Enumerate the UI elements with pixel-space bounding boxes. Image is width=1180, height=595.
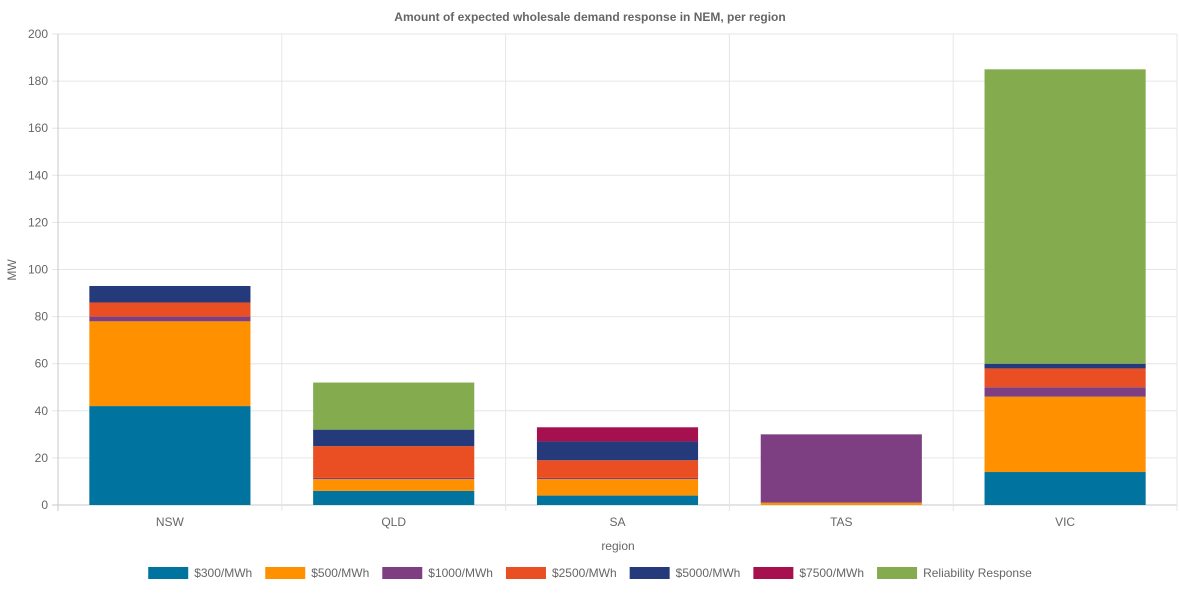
legend-item[interactable]: Reliability Response: [877, 566, 1032, 580]
legend-swatch: [629, 567, 670, 579]
legend-swatch: [382, 567, 423, 579]
x-tick-label: TAS: [830, 515, 852, 529]
y-tick-label: 140: [28, 168, 48, 182]
legend-label: $2500/MWh: [552, 566, 617, 580]
chart-title: Amount of expected wholesale demand resp…: [394, 10, 785, 24]
y-tick-label: 60: [35, 357, 49, 371]
x-tick-label: QLD: [381, 515, 406, 529]
y-axis-title: MW: [5, 259, 19, 281]
x-tick-label: NSW: [156, 515, 185, 529]
bar-segment[interactable]: [89, 321, 251, 407]
bar-segment[interactable]: [760, 434, 922, 503]
legend[interactable]: $300/MWh $500/MWh $1000/MWh $2500/MWh $5000/…: [148, 566, 1032, 580]
legend-item[interactable]: $300/MWh: [148, 566, 252, 580]
legend-item[interactable]: $1000/MWh: [382, 566, 493, 580]
bar-segment[interactable]: [89, 316, 251, 322]
y-tick-label: 120: [28, 215, 48, 229]
bar-segment[interactable]: [536, 479, 699, 496]
bar-segment[interactable]: [313, 382, 475, 430]
y-tick-label: 180: [28, 74, 48, 88]
bar-segment[interactable]: [89, 285, 251, 303]
bar-segment[interactable]: [536, 441, 699, 461]
y-tick-label: 0: [41, 498, 48, 512]
y-tick-label: 20: [35, 451, 49, 465]
y-tick-label: 40: [35, 404, 49, 418]
legend-label: $7500/MWh: [799, 566, 864, 580]
bar-segment[interactable]: [984, 387, 1146, 397]
bar-segment[interactable]: [984, 396, 1146, 473]
legend-label: $1000/MWh: [428, 566, 493, 580]
legend-item[interactable]: $500/MWh: [265, 566, 369, 580]
bar-segment[interactable]: [313, 490, 475, 505]
x-tick-label: SA: [609, 515, 625, 529]
x-axis-title: region: [601, 539, 634, 553]
legend-swatch: [148, 567, 189, 579]
bars: [89, 69, 1146, 505]
bar-segment[interactable]: [984, 472, 1146, 505]
y-tick-label: 80: [35, 310, 49, 324]
legend-label: $300/MWh: [194, 566, 252, 580]
legend-label: $5000/MWh: [676, 566, 741, 580]
legend-item[interactable]: $2500/MWh: [505, 566, 617, 580]
bar-segment[interactable]: [313, 477, 475, 480]
legend-swatch: [505, 567, 546, 579]
x-tick-label: VIC: [1055, 515, 1075, 529]
bar-segment[interactable]: [313, 446, 475, 478]
bar-segment[interactable]: [89, 406, 251, 505]
bar-segment[interactable]: [760, 502, 922, 505]
legend-item[interactable]: $5000/MWh: [629, 566, 741, 580]
axes: 0 20 40 60 80 100 120 140 160 180 200 NSW QLD SA TAS VI…: [28, 27, 1075, 529]
legend-label: Reliability Response: [923, 566, 1032, 580]
bar-segment[interactable]: [536, 427, 699, 442]
legend-swatch: [753, 567, 794, 579]
legend-label: $500/MWh: [311, 566, 369, 580]
bar-segment[interactable]: [536, 460, 699, 478]
legend-swatch: [265, 567, 306, 579]
legend-swatch: [877, 567, 918, 579]
bar-segment[interactable]: [984, 368, 1146, 388]
legend-item[interactable]: $7500/MWh: [753, 566, 864, 580]
bar-segment[interactable]: [313, 479, 475, 491]
y-tick-label: 160: [28, 121, 48, 135]
bar-segment[interactable]: [313, 429, 475, 447]
bar-segment[interactable]: [984, 363, 1146, 369]
bar-segment[interactable]: [984, 69, 1146, 364]
y-tick-label: 200: [28, 27, 48, 41]
y-tick-label: 100: [28, 263, 48, 277]
bar-segment[interactable]: [536, 495, 699, 505]
bar-segment[interactable]: [536, 477, 699, 480]
bar-segment[interactable]: [89, 302, 251, 317]
